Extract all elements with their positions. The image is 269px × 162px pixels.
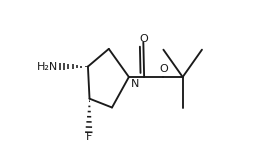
Text: F: F: [86, 132, 92, 142]
Text: O: O: [159, 64, 168, 74]
Text: O: O: [139, 34, 148, 44]
Text: N: N: [131, 79, 139, 89]
Text: H₂N: H₂N: [37, 62, 58, 72]
